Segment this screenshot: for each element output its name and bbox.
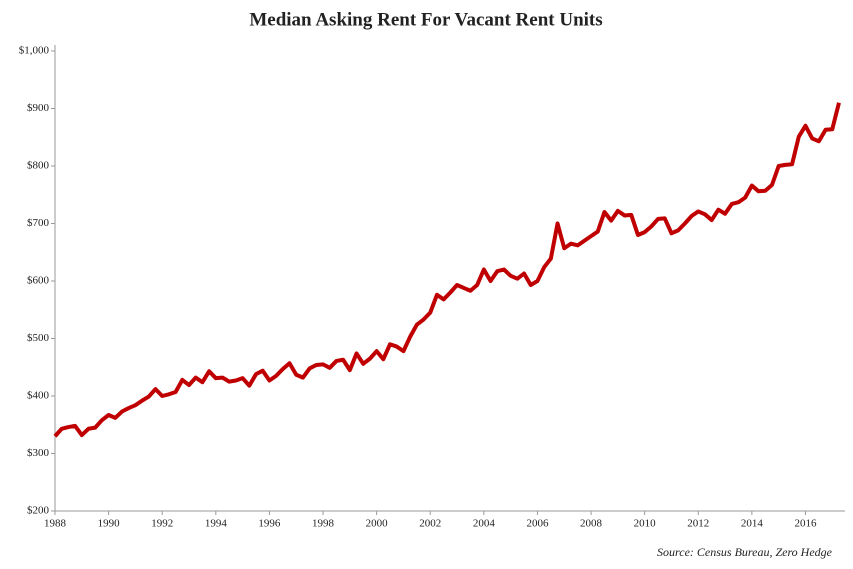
y-tick-label: $300 <box>27 447 50 459</box>
chart-title: Median Asking Rent For Vacant Rent Units <box>249 9 602 30</box>
x-tick-label: 2002 <box>419 518 441 530</box>
x-tick-label: 1990 <box>98 518 121 530</box>
x-tick-label: 2010 <box>634 518 657 530</box>
x-tick-label: 2008 <box>580 518 603 530</box>
series-line <box>53 102 841 438</box>
y-tick-label: $700 <box>27 217 50 229</box>
y-tick-label: $600 <box>27 275 50 287</box>
source-note: Source: Census Bureau, Zero Hedge <box>657 545 833 559</box>
y-tick-label: $800 <box>27 160 50 172</box>
x-tick-label: 1998 <box>312 518 335 530</box>
x-tick-label: 2012 <box>687 518 709 530</box>
y-tick-label: $1,000 <box>19 45 50 57</box>
x-tick-label: 1992 <box>151 518 173 530</box>
x-tick-label: 2016 <box>794 518 817 530</box>
x-tick-label: 1988 <box>44 518 67 530</box>
y-tick-label: $500 <box>27 332 50 344</box>
x-tick-label: 2014 <box>741 518 764 530</box>
y-tick-label: $400 <box>27 390 50 402</box>
x-tick-label: 2000 <box>366 518 389 530</box>
x-tick-label: 2004 <box>473 518 496 530</box>
y-tick-label: $200 <box>27 505 50 517</box>
y-tick-label: $900 <box>27 102 50 114</box>
x-tick-label: 2006 <box>526 518 549 530</box>
x-tick-label: 1994 <box>205 518 228 530</box>
x-tick-label: 1996 <box>258 518 281 530</box>
